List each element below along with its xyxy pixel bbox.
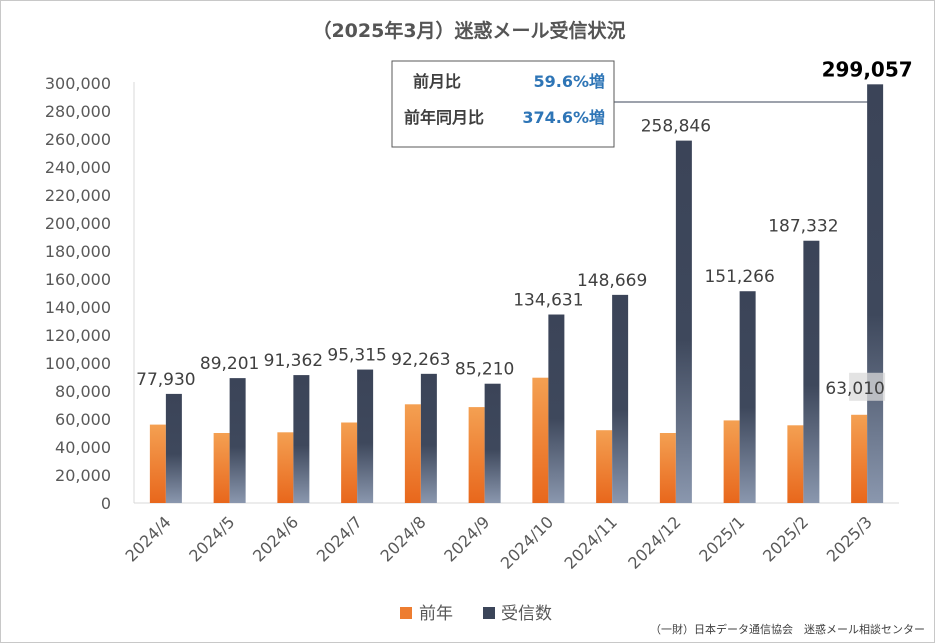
y-tick-label: 100,000 [45,354,111,373]
y-tick-label: 200,000 [45,214,111,233]
bar-received [357,369,374,503]
data-label-prev-year: 63,010 [825,379,884,399]
legend-swatch-received [483,607,495,619]
y-tick-label: 180,000 [45,242,111,261]
bar-received [548,314,565,503]
y-tick-label: 160,000 [45,270,111,289]
comparison-box-frame [391,60,615,148]
data-label-received: 91,362 [264,351,323,371]
x-tick-label: 2024/7 [313,512,366,565]
data-label-received: 85,210 [455,360,514,380]
data-label-received: 134,631 [513,291,583,311]
bar-received [675,140,692,503]
bar-prev-year [149,424,166,503]
y-tick-label: 220,000 [45,186,111,205]
x-tick-label: 2024/5 [185,512,238,565]
y-tick-label: 60,000 [55,410,111,429]
year-over-year-label: 前年同月比 [404,108,484,127]
x-tick-label: 2025/1 [695,512,748,565]
data-label-received: 77,930 [136,370,195,390]
legend-label-prev-year: 前年 [419,604,453,624]
data-label-received: 299,057 [822,57,913,81]
comparison-box: 前月比 59.6%増 前年同月比 374.6%増 [391,60,615,148]
y-tick-label: 140,000 [45,298,111,317]
prev-year-label-background [849,372,886,401]
bar-received [293,375,310,503]
bar-received [739,291,756,503]
x-tick-label: 2024/8 [376,512,429,565]
y-tick-label: 20,000 [55,466,111,485]
chart-title: （2025年3月）迷惑メール受信状況 [312,19,625,42]
y-tick-label: 300,000 [45,74,111,93]
y-tick-label: 120,000 [45,326,111,345]
x-tick-label: 2024/12 [624,512,684,572]
bar-received [484,383,501,503]
x-tick-label: 2025/2 [759,512,812,565]
x-tick-label: 2024/4 [121,512,174,565]
bar-received [229,378,246,503]
bar-prev-year [659,433,676,503]
bars [149,84,884,504]
x-tick-label: 2024/11 [561,512,621,572]
bar-prev-year [341,422,358,503]
data-label-received: 95,315 [327,346,386,366]
bar-received [165,393,182,503]
bar-received [867,84,884,504]
y-tick-label: 280,000 [45,102,111,121]
data-label-received: 92,263 [391,350,450,370]
legend: 前年 受信数 [400,604,552,624]
x-axis-ticks: 2024/4 2024/5 2024/6 2024/7 2024/8 2024/9 2024… [121,512,875,572]
bar-prev-year [277,432,294,503]
bar-prev-year [532,377,549,503]
data-label-received: 258,846 [641,117,711,137]
y-tick-label: 40,000 [55,438,111,457]
y-axis-ticks: 0 20,000 40,000 60,000 80,000 100,000 120,000 1… [45,74,111,513]
x-tick-label: 2024/10 [497,512,557,572]
bar-prev-year [596,430,613,503]
bar-received [420,373,437,503]
year-over-year-value: 374.6%増 [522,108,605,127]
data-label-received: 89,201 [200,354,259,374]
bar-prev-year [851,414,868,503]
bar-prev-year [468,407,485,503]
data-label-received: 148,669 [577,271,647,291]
source-note: （一財）日本データ通信協会 迷惑メール相談センター [650,622,925,636]
bar-prev-year [404,404,421,503]
bar-received [803,240,820,503]
y-tick-label: 0 [101,494,111,513]
y-tick-label: 80,000 [55,382,111,401]
month-over-month-label: 前月比 [413,72,461,91]
bar-prev-year [723,420,740,503]
bar-received [612,294,629,503]
x-tick-label: 2024/6 [249,512,302,565]
x-tick-label: 2025/3 [823,512,876,565]
month-over-month-value: 59.6%増 [533,72,605,91]
x-tick-label: 2024/9 [440,512,493,565]
data-label-received: 151,266 [704,267,774,287]
bar-prev-year [787,425,804,503]
y-tick-label: 240,000 [45,158,111,177]
legend-swatch-prev-year [400,607,412,619]
legend-label-received: 受信数 [501,604,552,624]
data-label-received: 187,332 [768,217,838,237]
y-tick-label: 260,000 [45,130,111,149]
bar-prev-year [213,433,230,503]
